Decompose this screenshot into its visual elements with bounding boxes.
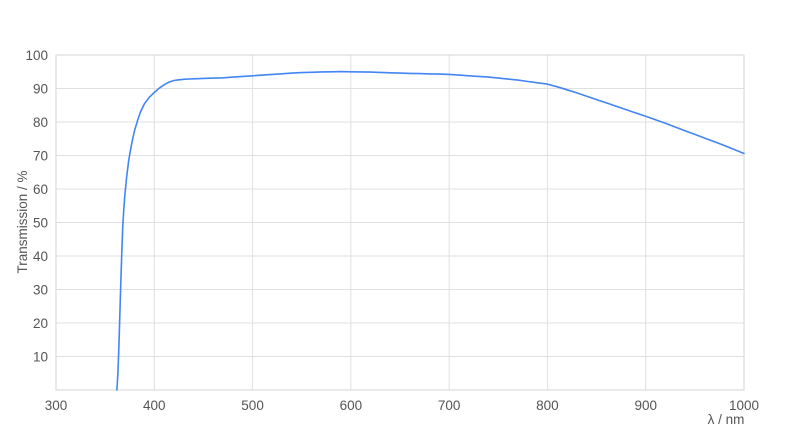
- svg-text:50: 50: [33, 216, 48, 231]
- svg-text:300: 300: [45, 398, 68, 413]
- x-axis-title: λ / nm: [708, 412, 745, 427]
- y-axis-title: Transmission / %: [15, 170, 30, 273]
- svg-text:900: 900: [634, 398, 657, 413]
- svg-text:40: 40: [33, 249, 48, 264]
- svg-text:20: 20: [33, 316, 48, 331]
- svg-text:100: 100: [25, 48, 48, 63]
- plot-border: [55, 54, 745, 391]
- y-axis-tick-labels: 10 20 30 40 50 60 70 80 90 100: [25, 48, 48, 365]
- svg-text:80: 80: [33, 115, 48, 130]
- svg-text:600: 600: [340, 398, 363, 413]
- x-axis-tick-labels: 300 400 500 600 700 800 900 1000: [45, 398, 759, 413]
- svg-text:90: 90: [33, 82, 48, 97]
- svg-text:60: 60: [33, 182, 48, 197]
- transmission-curve: [116, 70, 745, 391]
- gridlines: [55, 54, 745, 390]
- svg-text:10: 10: [33, 350, 48, 365]
- svg-text:400: 400: [143, 398, 166, 413]
- svg-text:1000: 1000: [729, 398, 759, 413]
- svg-text:800: 800: [536, 398, 559, 413]
- svg-text:70: 70: [33, 149, 48, 164]
- svg-text:700: 700: [438, 398, 461, 413]
- svg-text:500: 500: [241, 398, 264, 413]
- svg-text:30: 30: [33, 283, 48, 298]
